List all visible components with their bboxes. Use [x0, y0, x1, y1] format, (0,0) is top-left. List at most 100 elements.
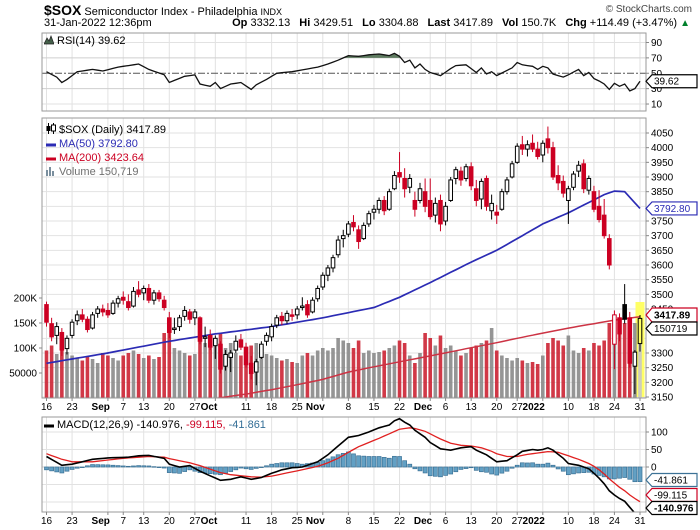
candle: [335, 239, 341, 256]
x-axis-label: 13: [138, 516, 150, 527]
candle: [105, 309, 111, 316]
candle: [433, 202, 438, 216]
candle: [540, 142, 546, 156]
candle: [581, 163, 587, 190]
open-value: 3332.13: [250, 17, 291, 29]
price-axis-label: 3900: [651, 173, 674, 184]
x-axis-label: 24: [609, 516, 621, 527]
candle: [499, 191, 505, 210]
x-axis-label: 11: [241, 516, 252, 527]
candle: [300, 305, 305, 309]
candle: [146, 287, 152, 301]
price-legend-label: $SOX (Daily) 3417.89: [59, 124, 166, 136]
ma50-legend-row: MA(50) 3792.80: [46, 138, 166, 152]
candle: [571, 173, 576, 188]
rsi-value-tag: 39.62: [645, 74, 698, 89]
candle: [555, 175, 561, 184]
last-label: Last: [427, 17, 451, 29]
change-value: +114.49 (+3.47%): [589, 17, 678, 29]
candle: [371, 208, 377, 213]
x-axis-label: 27: [512, 516, 524, 527]
candle: [386, 191, 392, 210]
candle: [340, 235, 346, 240]
candle: [233, 340, 239, 351]
x-axis-label: 15: [368, 516, 380, 527]
candle: [576, 164, 581, 172]
chart-title: $SOX Semiconductor Index - Philadelphia …: [44, 2, 282, 18]
macd-legend-label: MACD(12,26,9) -140.976,: [57, 419, 183, 431]
exchange: INDX: [260, 7, 283, 17]
macd-dash-icon: [44, 420, 54, 432]
candle: [417, 188, 423, 201]
candle: [479, 180, 484, 200]
x-axis-label: 18: [588, 516, 600, 527]
candle: [182, 309, 187, 317]
x-axis-label: Dec: [414, 402, 433, 413]
x-axis-label: 6: [443, 402, 449, 413]
candle: [392, 175, 397, 190]
volume-axis-label: 150K: [14, 319, 38, 330]
x-axis-label: 23: [67, 516, 79, 527]
candle: [637, 317, 643, 345]
x-axis-label: 10: [563, 516, 575, 527]
price-axis-label: 3500: [651, 290, 674, 301]
panel-borders: [41, 32, 647, 513]
candle: [207, 334, 213, 348]
price-axis-label: 3250: [651, 363, 674, 374]
candle: [550, 147, 556, 178]
price-axis-label: 4050: [651, 129, 674, 140]
volume-label: Vol: [502, 17, 519, 29]
candlestick-icon: [46, 123, 56, 138]
candle: [49, 323, 54, 338]
candle: [463, 166, 469, 179]
candle: [136, 289, 141, 295]
price-axis-label: 3600: [651, 261, 674, 272]
candle: [59, 331, 65, 351]
datetime: 31-Jan-2022 12:36pm: [44, 17, 152, 29]
candle: [156, 292, 162, 300]
candle: [161, 299, 167, 309]
candle: [530, 142, 535, 150]
tag-text: -41.861: [654, 476, 688, 487]
candle: [627, 317, 633, 364]
macd-signal-tag: -99.115: [645, 487, 698, 503]
ma200-legend-label: MA(200) 3423.64: [59, 152, 144, 164]
tag-text: 3792.80: [654, 204, 691, 215]
x-axis-label: 8: [346, 402, 352, 413]
x-axis-label: 25: [292, 516, 304, 527]
price-axis-label: 3700: [651, 231, 674, 242]
candle: [274, 317, 280, 326]
rsi-axis-label: 70: [651, 53, 663, 64]
candle: [64, 337, 70, 350]
candle: [305, 304, 310, 316]
x-axis-label: 27: [512, 402, 524, 413]
x-axis-label: 25: [292, 402, 304, 413]
last-price-tag: 3417.89: [645, 307, 698, 323]
quote-line: Op 3332.13 Hi 3429.51 Lo 3304.88 Last 34…: [226, 17, 690, 29]
candle: [90, 314, 95, 329]
high-label: Hi: [299, 17, 311, 29]
x-axis-label: 24: [609, 402, 621, 413]
candle: [489, 202, 494, 212]
volume-value: 150.7K: [521, 17, 557, 29]
x-axis-label: 7: [120, 516, 126, 527]
x-axis-label: 13: [466, 516, 478, 527]
candle: [44, 304, 49, 323]
candle: [509, 163, 515, 178]
candle: [402, 177, 407, 190]
x-axis-label: 16: [41, 516, 53, 527]
x-axis-label: 20: [164, 516, 176, 527]
macd-hist-label: -41.861: [225, 419, 266, 431]
x-axis-label: 22: [394, 516, 406, 527]
candle: [218, 343, 223, 370]
x-axis-label: Oct: [201, 516, 218, 527]
x-axis-label: Sep: [92, 402, 110, 413]
candle: [289, 314, 295, 317]
x-axis-label: Sep: [92, 516, 110, 527]
tag-text: 39.62: [654, 77, 679, 88]
x-axis-label: 2022: [523, 516, 546, 527]
symbol: $SOX: [44, 2, 82, 18]
candle: [166, 317, 172, 333]
candle: [366, 213, 372, 225]
candle: [427, 199, 433, 218]
